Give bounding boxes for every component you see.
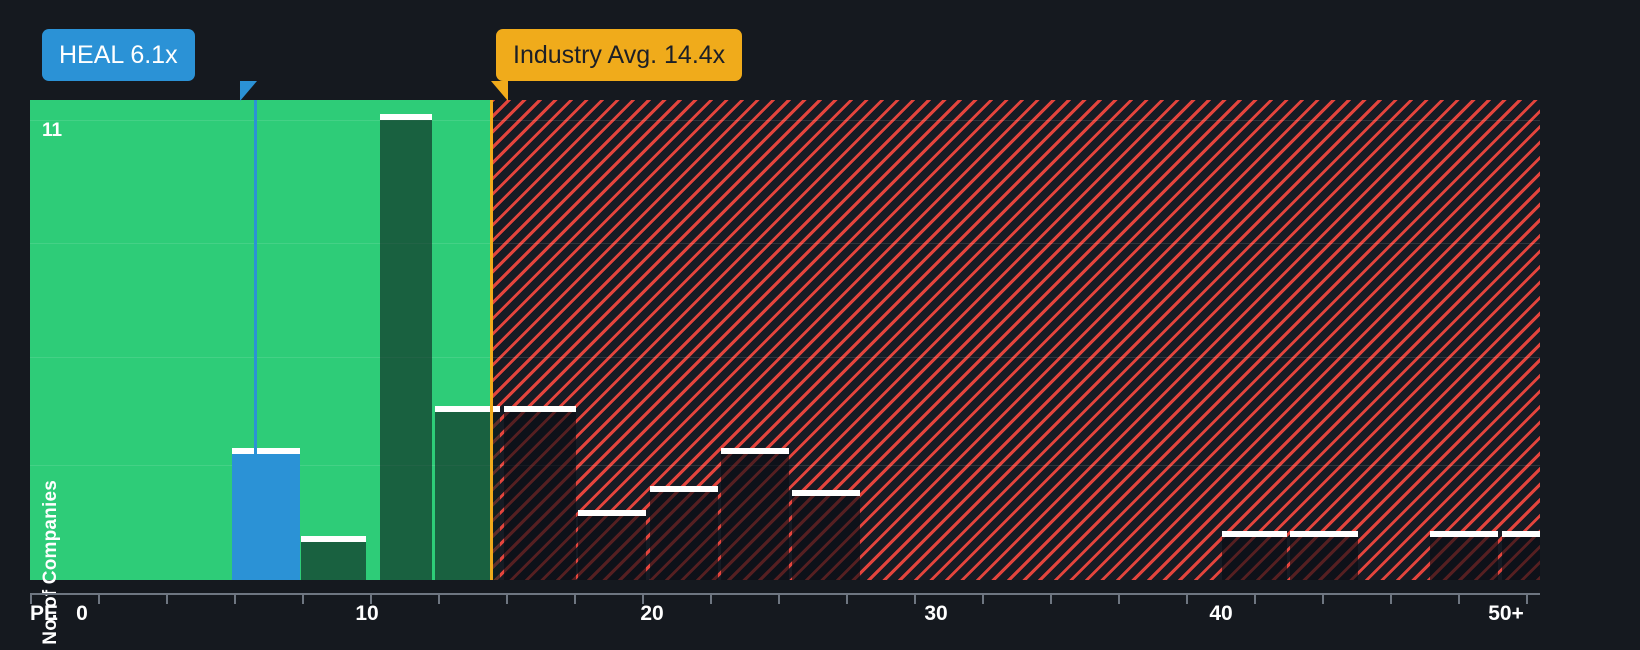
x-axis-tick <box>166 593 168 604</box>
x-axis-tick <box>574 593 576 604</box>
x-axis-tick <box>370 593 372 604</box>
bar <box>435 406 500 580</box>
company-marker-label: HEAL 6.1x <box>59 40 178 69</box>
bar <box>504 406 576 580</box>
bar-cap <box>380 114 432 120</box>
x-axis-tick <box>1390 593 1392 604</box>
y-axis-max-label: 11 <box>42 120 63 141</box>
x-axis-line <box>30 593 1540 595</box>
bar-cap <box>578 510 646 516</box>
x-axis-tick-label: 30 <box>924 602 948 625</box>
bar-cap <box>1430 531 1498 537</box>
x-axis-tick-label: 10 <box>355 602 379 625</box>
x-axis-tick <box>30 593 32 604</box>
bar-cap <box>1502 531 1540 537</box>
plot-area <box>30 100 1540 580</box>
x-axis-tick <box>506 593 508 604</box>
bar <box>380 114 432 580</box>
x-axis-tick <box>1118 593 1120 604</box>
bar <box>650 486 718 580</box>
bar <box>578 510 646 580</box>
x-axis-tick-label: 40 <box>1209 602 1233 625</box>
x-axis-tick <box>1186 593 1188 604</box>
bar-cap <box>792 490 860 496</box>
x-axis-tick-label: 0 <box>76 602 88 625</box>
bar-cap <box>1222 531 1287 537</box>
x-axis-tick <box>1050 593 1052 604</box>
x-axis-tick <box>982 593 984 604</box>
x-axis-tick <box>98 593 100 604</box>
bar <box>1430 531 1498 580</box>
industry-average-label: Industry Avg. 14.4x <box>513 40 726 69</box>
bar-cap <box>504 406 576 412</box>
bar <box>792 490 860 580</box>
x-axis-tick <box>302 593 304 604</box>
bar <box>721 448 789 580</box>
x-axis-tick <box>914 593 916 604</box>
x-axis-tick <box>846 593 848 604</box>
x-axis-tick <box>438 593 440 604</box>
x-axis-tick <box>1458 593 1460 604</box>
x-axis-tick <box>778 593 780 604</box>
bar <box>1290 531 1358 580</box>
industry-average-marker-line <box>490 100 493 580</box>
x-axis-title: PE <box>30 602 59 625</box>
bar <box>1502 531 1540 580</box>
bar-cap <box>301 536 366 542</box>
bar-cap <box>650 486 718 492</box>
bar-cap <box>1290 531 1358 537</box>
bar-heal-highlight <box>232 448 300 580</box>
x-axis-tick <box>1322 593 1324 604</box>
x-axis-tick <box>710 593 712 604</box>
x-axis-tick <box>642 593 644 604</box>
x-axis-tick <box>1526 593 1528 604</box>
x-axis-tick <box>1254 593 1256 604</box>
x-axis-tick <box>234 593 236 604</box>
company-marker-callout-tail <box>240 81 257 101</box>
x-axis-tick-label: 50+ <box>1488 602 1524 625</box>
bar <box>1222 531 1287 580</box>
industry-average-callout[interactable]: Industry Avg. 14.4x <box>496 29 743 81</box>
x-axis-tick-label: 20 <box>640 602 664 625</box>
company-marker-callout[interactable]: HEAL 6.1x <box>42 29 195 81</box>
bar-cap <box>232 448 300 454</box>
bar-cap <box>721 448 789 454</box>
industry-average-callout-tail <box>491 81 508 101</box>
bar <box>301 536 366 580</box>
company-marker-line <box>254 100 257 580</box>
bar-cap <box>435 406 500 412</box>
overvalued-zone <box>493 100 1540 580</box>
